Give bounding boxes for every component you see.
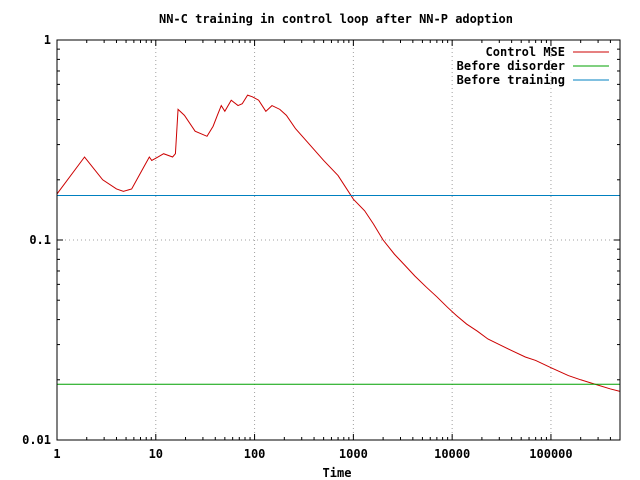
y-tick-label: 0.01 [22, 433, 51, 447]
legend-label: Control MSE [486, 45, 565, 59]
x-tick-label: 10000 [434, 447, 470, 461]
legend-label: Before disorder [457, 59, 565, 73]
x-tick-label: 1 [53, 447, 60, 461]
x-tick-label: 100000 [529, 447, 572, 461]
axis-ticks: 1 10 100 1000 10000 100000 1 0.1 0.01 [22, 33, 621, 461]
legend-label: Before training [457, 73, 565, 87]
y-tick-label: 1 [44, 33, 51, 47]
series-lines [56, 94, 621, 392]
chart-title: NN-C training in control loop after NN-P… [159, 12, 513, 26]
series-line-control-mse [56, 94, 621, 392]
x-tick-label: 10 [149, 447, 163, 461]
y-tick-label: 0.1 [29, 233, 51, 247]
x-axis-label: Time [323, 466, 352, 480]
x-tick-label: 100 [244, 447, 266, 461]
x-tick-label: 1000 [339, 447, 368, 461]
grid-lines [57, 40, 620, 440]
